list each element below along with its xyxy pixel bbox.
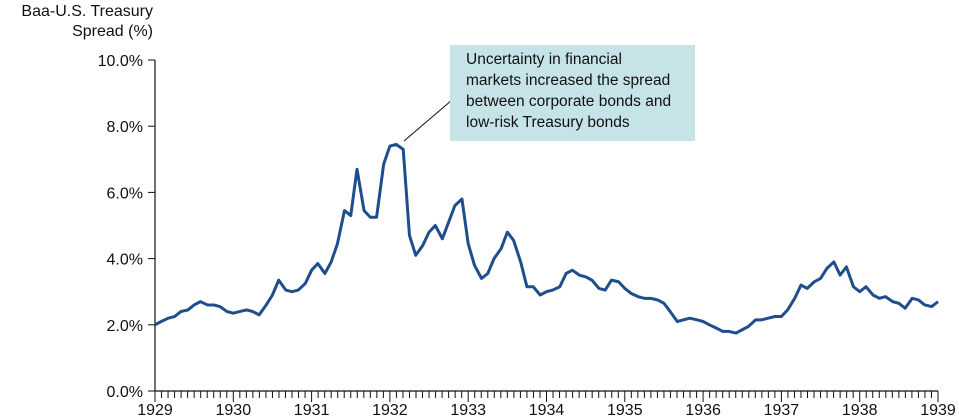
- y-tick-label: 8.0%: [107, 119, 143, 136]
- annotation: Uncertainty in financial markets increas…: [450, 45, 695, 141]
- line-series: [154, 142, 939, 335]
- x-tick-label: 1937: [764, 402, 800, 419]
- y-tick-label: 10.0%: [98, 53, 143, 70]
- x-tick-label: 1935: [607, 402, 643, 419]
- y-tick-label: 2.0%: [107, 318, 143, 335]
- x-tick-label: 1930: [216, 402, 252, 419]
- x-tick-label: 1931: [294, 402, 330, 419]
- annotation-line: Uncertainty in financial: [466, 51, 622, 68]
- x-tick-label: 1929: [137, 402, 173, 419]
- x-tick-label: 1934: [529, 402, 565, 419]
- annotation-line: markets increased the spread: [466, 72, 671, 89]
- annotation-pointer: [403, 99, 453, 142]
- y-tick-label: 4.0%: [107, 252, 143, 269]
- y-axis-label: Baa-U.S. Treasury Spread (%): [21, 3, 153, 40]
- x-tick-label: 1939: [920, 402, 956, 419]
- y-tick-label: 0.0%: [107, 384, 143, 401]
- x-tick-label: 1932: [372, 402, 408, 419]
- x-tick-label: 1933: [450, 402, 486, 419]
- annotation-line: between corporate bonds and: [466, 93, 672, 110]
- annotation-line: low-risk Treasury bonds: [466, 114, 630, 131]
- y-tick-label: 6.0%: [107, 185, 143, 202]
- x-tick-label: 1938: [842, 402, 878, 419]
- x-tick-label: 1936: [685, 402, 721, 419]
